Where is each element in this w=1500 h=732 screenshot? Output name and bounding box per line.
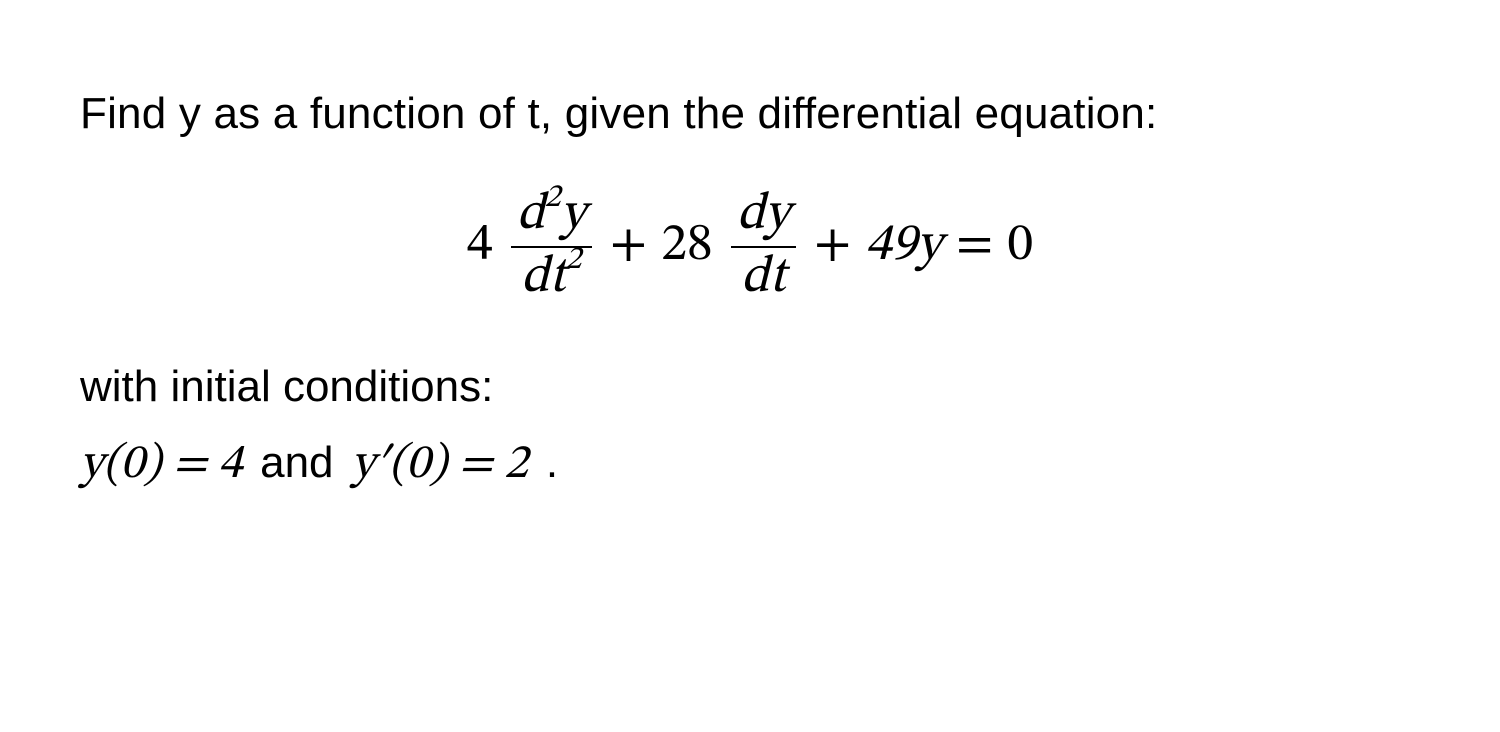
equation-row: 4 d2y dt2 + 28 dy dt + 49y = 0 — [80, 188, 1420, 305]
equals-sign: = — [956, 214, 993, 279]
intro-text: Find y as a function of t, given the dif… — [80, 80, 1420, 148]
fraction-dy-dt: dy dt — [731, 188, 796, 305]
coeff-y-term: 49y — [865, 214, 942, 279]
problem-page: Find y as a function of t, given the dif… — [0, 0, 1500, 732]
initial-condition-1: y(0) = 4 — [80, 428, 242, 502]
frac1-num: d2y — [511, 188, 592, 243]
conditions-label: with initial conditions: — [80, 353, 1420, 421]
plus-1: + — [610, 214, 647, 279]
trailing-period: . — [546, 429, 558, 497]
differential-equation: 4 d2y dt2 + 28 dy dt + 49y = 0 — [467, 188, 1033, 305]
coeff-dy: 28 — [661, 214, 712, 279]
initial-condition-2: y′(0) = 2 — [352, 428, 528, 502]
frac1-den: dt2 — [515, 251, 587, 306]
frac2-den: dt — [735, 251, 791, 306]
plus-2: + — [814, 214, 851, 279]
frac2-num: dy — [731, 188, 796, 243]
conditions-block: with initial conditions: y(0) = 4 and y′… — [80, 353, 1420, 502]
fraction-d2y-dt2: d2y dt2 — [511, 188, 592, 305]
and-word: and — [260, 429, 333, 497]
fraction-bar-icon — [731, 246, 796, 248]
rhs-zero: 0 — [1007, 214, 1033, 279]
coeff-d2y: 4 — [467, 214, 493, 279]
